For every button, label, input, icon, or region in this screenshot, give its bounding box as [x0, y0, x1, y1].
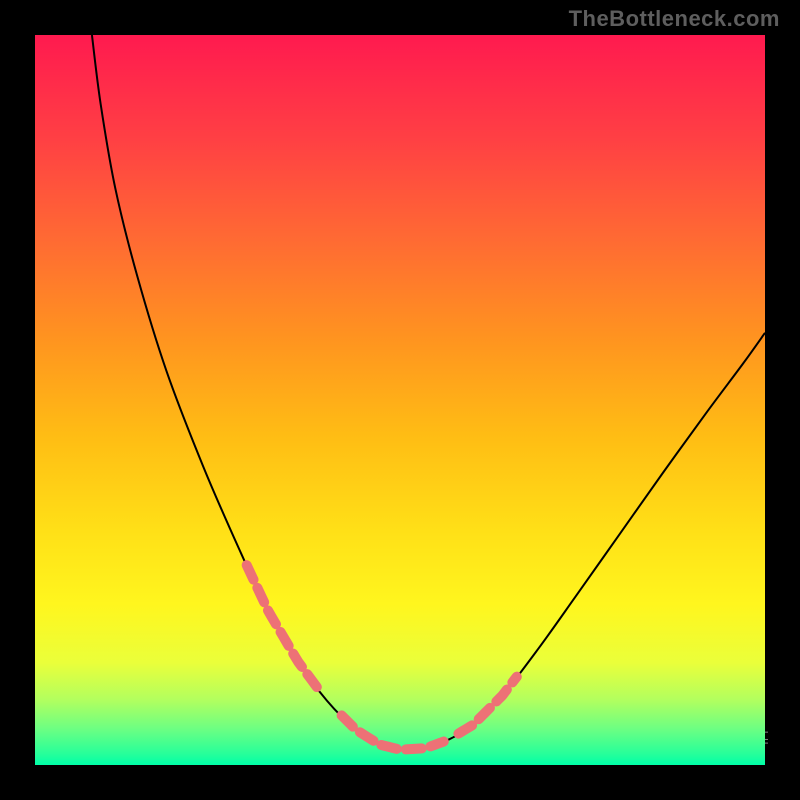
- axis-ticks: [765, 732, 768, 743]
- bottleneck-chart: [0, 0, 800, 800]
- watermark-text: TheBottleneck.com: [569, 6, 780, 32]
- plot-background: [35, 35, 765, 765]
- chart-container: { "watermark": { "text": "TheBottleneck.…: [0, 0, 800, 800]
